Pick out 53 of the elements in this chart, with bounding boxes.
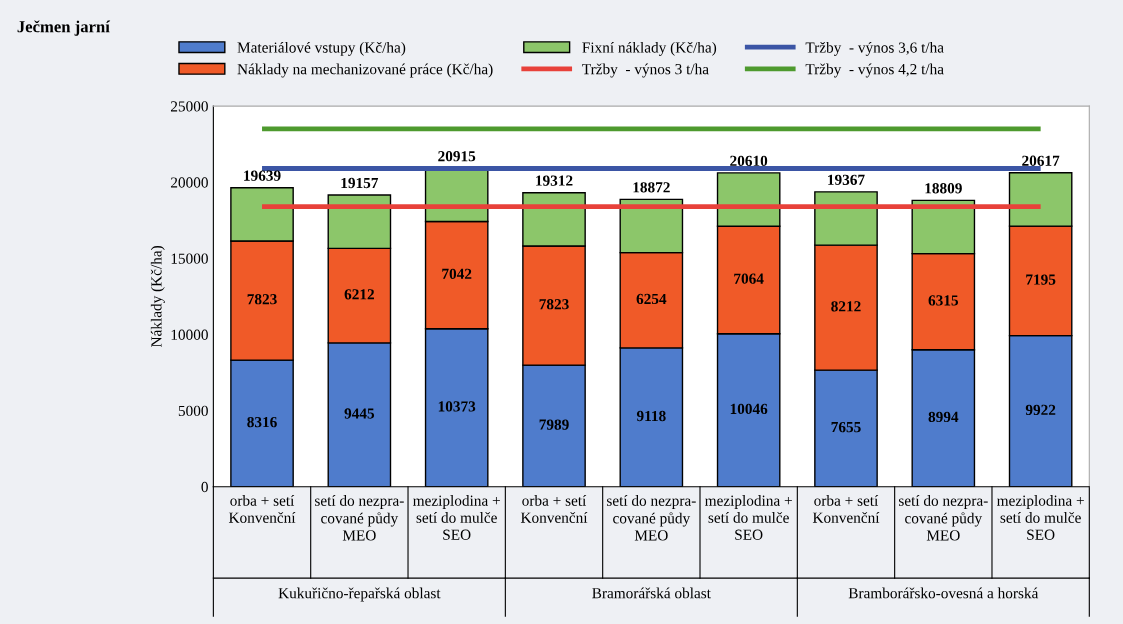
text: Bramorářská oblast: [592, 587, 711, 599]
y-tick-label: 5000: [178, 405, 208, 417]
data-label: 7989: [539, 419, 569, 430]
total-label: 18872: [633, 182, 670, 193]
data-label: 8994: [928, 411, 959, 423]
legend-label: Tržby - výnos 3 t/ha: [582, 63, 709, 78]
text: Bramborářsko-ovesná a horská: [848, 587, 1039, 599]
total-label: 19367: [828, 174, 865, 185]
legend-label: Tržby - výnos 3,6 t/ha: [805, 41, 944, 56]
data-label: 7195: [1026, 274, 1056, 285]
data-label: 10373: [438, 401, 476, 412]
data-label: 9118: [636, 410, 666, 422]
x-tick-label: orba + setí Konvenční: [228, 495, 296, 523]
data-label: 6315: [928, 295, 959, 306]
total-label: 18809: [925, 183, 962, 194]
y-tick-label: 10000: [171, 329, 208, 340]
data-label: 7042: [442, 268, 472, 279]
y-axis-title: Náklady (Kč/ha): [150, 245, 165, 348]
legend-label: Tržby - výnos 4,2 t/ha: [805, 63, 944, 78]
y-tick-label: 20000: [170, 177, 208, 188]
y-tick-label: 15000: [171, 253, 208, 264]
text: Kukuřično-řepařská oblast: [278, 587, 441, 602]
legend-label: Náklady na mechanizované práce (Kč/ha): [237, 63, 493, 78]
data-label: 8316: [247, 416, 277, 428]
text: Ječmen jarní: [17, 20, 111, 36]
total-label: 20610: [730, 155, 768, 167]
data-label: 7823: [247, 294, 277, 305]
data-label: 7064: [734, 273, 764, 284]
x-tick-label: orba + setí Konvenční: [520, 495, 588, 523]
y-tick-label: 0: [201, 481, 208, 493]
legend-label: Fixní náklady (Kč/ha): [582, 41, 717, 56]
data-label: 7823: [539, 299, 569, 310]
total-label: 19312: [536, 175, 573, 186]
x-tick-label: orba + setí Konvenční: [812, 495, 880, 523]
legend-label: Materiálové vstupy (Kč/ha): [237, 41, 406, 56]
x-tick-label: meziplodina + setí do mulče SEO: [705, 495, 792, 540]
total-label: 19157: [341, 177, 379, 189]
data-label: 7655: [831, 422, 861, 433]
data-label: 8212: [831, 301, 861, 312]
data-label: 9922: [1025, 404, 1056, 416]
x-tick-label: meziplodina + setí do mulče SEO: [413, 495, 500, 540]
data-label: 6254: [636, 293, 667, 305]
data-label: 6212: [344, 289, 374, 300]
x-tick-label: setí do nezpra- cované půdy MEO: [898, 495, 988, 541]
total-label: 20915: [438, 151, 476, 162]
data-label: 10046: [730, 403, 768, 415]
total-label: 19639: [244, 170, 281, 181]
total-label: 20617: [1022, 155, 1060, 166]
x-tick-label: meziplodina + setí do mulče SEO: [996, 495, 1084, 540]
data-label: 9445: [344, 408, 375, 419]
x-tick-label: setí do nezpra- cované půdy MEO: [315, 495, 404, 541]
y-tick-label: 25000: [170, 101, 208, 112]
x-tick-label: setí do nezpra- cované půdy MEO: [607, 495, 696, 541]
